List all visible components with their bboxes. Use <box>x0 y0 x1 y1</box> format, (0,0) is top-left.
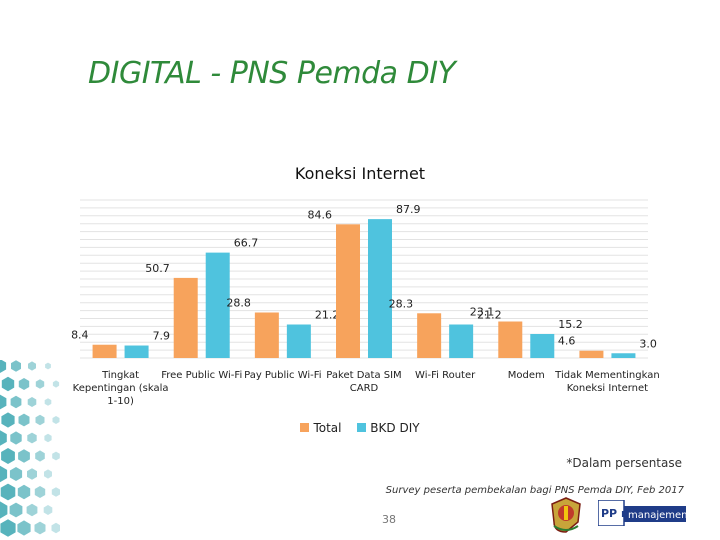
chart-title: Koneksi Internet <box>294 164 426 183</box>
unit-note: *Dalam persentase <box>566 456 682 470</box>
bar-total <box>579 350 604 358</box>
bar-bkd-diy <box>611 353 636 358</box>
decor-hexagon <box>51 522 60 534</box>
decor-hexagon <box>17 520 31 536</box>
data-label-total: 8.4 <box>71 329 89 342</box>
data-label-bkd-diy: 87.9 <box>396 203 421 216</box>
decor-hexagon <box>27 432 37 444</box>
pemda-seal-logo <box>551 497 581 533</box>
decor-hexagon <box>34 486 46 498</box>
decor-hexagon <box>18 449 30 463</box>
bar-bkd-diy <box>368 219 392 358</box>
bar-bkd-diy <box>530 333 555 358</box>
decorative-pattern <box>0 360 60 537</box>
decor-hexagon <box>0 360 7 373</box>
decor-hexagon <box>35 450 45 462</box>
category-label: Wi-Fi Router <box>415 370 476 381</box>
decor-hexagon <box>1 412 15 428</box>
data-label-total: 84.6 <box>308 208 333 221</box>
decor-hexagon <box>0 430 7 446</box>
data-label-bkd-diy: 15.2 <box>558 318 583 331</box>
decor-hexagon <box>1 448 15 464</box>
category-label: Tidak Mementingkan Koneksi Internet <box>554 370 660 394</box>
bar-total <box>173 277 198 358</box>
decor-hexagon <box>18 413 30 427</box>
bar-total <box>336 224 360 358</box>
decor-hexagon <box>28 361 36 371</box>
decor-hexagon <box>45 362 51 370</box>
decor-hexagon <box>52 380 60 388</box>
data-label-bkd-diy: 66.7 <box>234 237 259 250</box>
decor-hexagon <box>27 397 37 407</box>
decor-hexagon <box>34 521 46 535</box>
decor-hexagon <box>43 505 53 515</box>
decor-hexagon <box>35 414 45 426</box>
bar-bkd-diy <box>124 345 149 358</box>
decor-hexagon <box>52 451 60 461</box>
decor-hexagon <box>52 416 60 424</box>
decor-hexagon <box>0 519 16 537</box>
decor-hexagon <box>10 431 22 445</box>
decor-hexagon <box>0 483 16 501</box>
page-number: 38 <box>382 513 396 526</box>
data-label-total: 50.7 <box>145 262 170 275</box>
decor-hexagon <box>26 503 38 517</box>
decor-hexagon <box>17 484 31 500</box>
decor-hexagon <box>1 376 15 392</box>
legend-label-total: Total <box>313 421 342 435</box>
decor-hexagon <box>35 379 45 389</box>
legend-label-bkd-diy: BKD DIY <box>370 421 420 435</box>
data-label-bkd-diy: 7.9 <box>153 330 171 343</box>
decor-hexagon <box>51 487 60 497</box>
bar-total <box>417 313 442 358</box>
bar-total <box>254 312 279 358</box>
decor-hexagon <box>18 378 30 390</box>
bar-total <box>92 344 117 358</box>
category-label: Modem <box>508 370 545 381</box>
bar-bkd-diy <box>286 324 311 358</box>
data-label-total: 23.1 <box>470 306 495 319</box>
data-label-bkd-diy: 21.2 <box>477 309 502 322</box>
bar-total <box>498 321 523 358</box>
decor-hexagon <box>9 467 23 481</box>
decor-hexagon <box>0 501 8 519</box>
decor-hexagon <box>11 360 21 372</box>
legend-swatch-bkd-diy <box>357 423 367 432</box>
bar-bkd-diy <box>205 252 230 358</box>
chart-legend: Total BKD DIY <box>0 421 720 435</box>
data-label-total: 4.6 <box>558 335 576 348</box>
legend-swatch-total <box>300 423 310 432</box>
decor-hexagon <box>27 468 37 480</box>
data-label-bkd-diy: 21.2 <box>315 309 340 322</box>
source-note: Survey peserta pembekalan bagi PNS Pemda… <box>385 485 684 496</box>
logo-text: manajemen <box>628 510 686 521</box>
decor-hexagon <box>9 502 23 518</box>
bar-bkd-diy <box>449 324 474 358</box>
decor-hexagon <box>44 469 52 479</box>
decor-hexagon <box>0 394 7 410</box>
decor-hexagon <box>44 433 52 443</box>
data-label-total: 28.8 <box>226 296 251 309</box>
decor-hexagon <box>10 395 22 409</box>
slide-title: DIGITAL - PNS Pemda DIY <box>88 56 456 91</box>
category-label: Free Public Wi-Fi <box>161 370 242 381</box>
data-label-total: 28.3 <box>389 297 414 310</box>
category-label: Paket Data SIM CARD <box>326 370 401 394</box>
category-label: Pay Public Wi-Fi <box>244 370 321 381</box>
ppm-manajemen-logo: PP m manajemen <box>598 500 686 526</box>
legend-item-total: Total <box>300 421 341 435</box>
legend-item-bkd-diy: BKD DIY <box>357 421 420 435</box>
bar-chart: 8.4 7.9 Tingkat Kepentingan (skala 1-10) 50.7… <box>71 199 660 407</box>
data-label-bkd-diy: 3.0 <box>639 337 657 350</box>
decor-hexagon <box>44 398 52 406</box>
category-label: Tingkat Kepentingan (skala 1-10) <box>73 370 169 407</box>
decor-hexagon <box>0 465 8 483</box>
